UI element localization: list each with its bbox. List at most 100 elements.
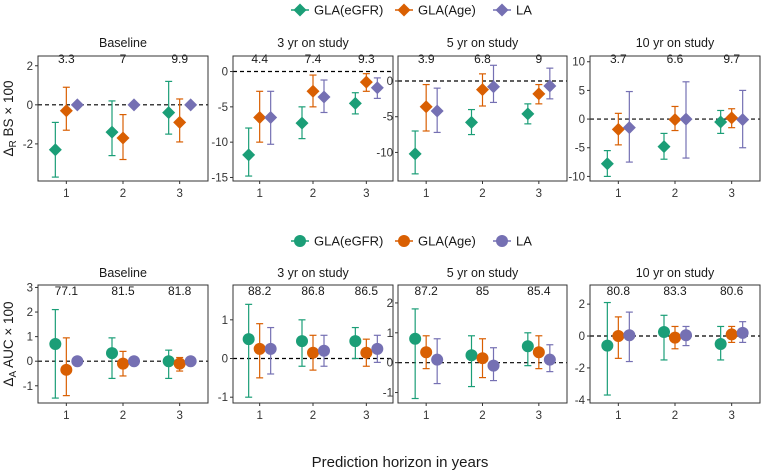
series-gla-age bbox=[59, 86, 187, 161]
legend-marker bbox=[398, 235, 410, 247]
data-point bbox=[543, 353, 556, 366]
y-label-subscript: A bbox=[8, 371, 19, 378]
y-tick-label: 5 bbox=[579, 85, 585, 97]
y-tick-label: 3 bbox=[27, 282, 33, 294]
series-gla-egfr bbox=[409, 308, 534, 400]
y-tick-label: -10 bbox=[211, 137, 228, 149]
x-tick-label: 1 bbox=[615, 188, 621, 200]
y-tick-label: 0 bbox=[222, 354, 228, 366]
y-tick-label: 2 bbox=[387, 298, 393, 310]
panel-title: 3 yr on study bbox=[277, 266, 349, 280]
y-tick-label: -10 bbox=[568, 171, 585, 183]
panel-border bbox=[232, 55, 394, 182]
data-point bbox=[48, 143, 62, 157]
panel-border bbox=[232, 284, 394, 404]
error-bar bbox=[51, 308, 59, 399]
data-point bbox=[117, 357, 129, 370]
data-point bbox=[348, 96, 362, 110]
data-point bbox=[521, 107, 535, 121]
y-label-rest: BS × 100 bbox=[1, 81, 16, 141]
data-point bbox=[317, 90, 331, 104]
y-tick-label: 0 bbox=[579, 331, 585, 343]
legend-marker bbox=[496, 235, 508, 247]
legend-item-la: LA bbox=[493, 234, 532, 249]
data-point bbox=[532, 346, 545, 359]
x-tick-label: 2 bbox=[479, 410, 485, 422]
legend-label: LA bbox=[516, 234, 532, 249]
legend-circle: GLA(eGFR) GLA(Age) LA bbox=[291, 234, 532, 249]
panel-3-yr-on-study: 3 yr on study -15 -10 -5 0 1 2 3 4.4 7.4 9.3 bbox=[211, 36, 394, 200]
y-tick-label: 2 bbox=[27, 61, 33, 73]
y-tick-label: -10 bbox=[376, 147, 393, 159]
x-tick-label: 3 bbox=[728, 188, 734, 200]
x-tick-label: 1 bbox=[256, 410, 262, 422]
x-tick-label: 1 bbox=[423, 188, 429, 200]
data-point bbox=[658, 326, 670, 339]
x-tick-label: 3 bbox=[536, 188, 542, 200]
data-point bbox=[465, 349, 478, 362]
panel-annotation: 77.1 bbox=[55, 284, 79, 298]
series-gla-egfr bbox=[601, 301, 727, 396]
series-la bbox=[430, 64, 557, 134]
series-la bbox=[264, 77, 384, 145]
y-tick-label: -1 bbox=[23, 381, 33, 393]
data-point bbox=[371, 342, 384, 355]
data-point bbox=[668, 113, 682, 127]
y-tick-label: -1 bbox=[218, 392, 228, 404]
panel-annotation: 7 bbox=[120, 52, 127, 66]
panel-annotation: 80.6 bbox=[720, 284, 744, 298]
panel-annotation: 80.8 bbox=[607, 284, 631, 298]
y-label-subscript: R bbox=[8, 140, 19, 147]
y-tick-label: -2 bbox=[575, 363, 585, 375]
data-point bbox=[409, 332, 422, 345]
panel-annotation: 3.9 bbox=[418, 52, 435, 66]
x-tick-label: 3 bbox=[363, 410, 369, 422]
y-tick-label: 2 bbox=[27, 307, 33, 319]
series-la bbox=[264, 326, 384, 375]
panel-annotation: 85 bbox=[476, 284, 490, 298]
panel-annotation: 3.3 bbox=[58, 52, 75, 66]
data-point bbox=[600, 157, 614, 171]
data-point bbox=[476, 83, 489, 97]
bs-row: ΔR BS × 100 Baseline -2 0 2 1 2 3 3.3 7 9.9 3 yr on… bbox=[1, 36, 761, 200]
panel-annotation: 4.4 bbox=[251, 52, 268, 66]
panel-3-yr-on-study: 3 yr on study -1 0 1 1 2 3 88.2 86.8 86.5 bbox=[218, 266, 394, 422]
legend-item-la: LA bbox=[493, 3, 532, 18]
series-la bbox=[431, 338, 556, 385]
x-tick-label: 1 bbox=[63, 410, 69, 422]
y-axis-label: ΔA AUC × 100 bbox=[1, 301, 19, 386]
data-point bbox=[71, 355, 84, 368]
y-tick-label: 0 bbox=[387, 76, 393, 88]
panel-border bbox=[397, 284, 568, 404]
data-point bbox=[430, 104, 444, 118]
x-axis-title: Prediction horizon in years bbox=[312, 454, 489, 471]
y-tick-label: 1 bbox=[387, 328, 393, 340]
series-gla-age bbox=[60, 337, 186, 397]
series-gla-age bbox=[419, 73, 546, 132]
panel-annotation: 9.7 bbox=[723, 52, 740, 66]
legend-item-gla-egfr: GLA(eGFR) bbox=[291, 3, 383, 18]
data-point bbox=[714, 338, 727, 350]
panel-title: Baseline bbox=[99, 36, 147, 50]
y-label-rest: AUC × 100 bbox=[1, 301, 16, 370]
panel-annotation: 81.8 bbox=[168, 284, 192, 298]
panel-title: 5 yr on study bbox=[447, 266, 519, 280]
panel-baseline: Baseline -2 0 2 1 2 3 3.3 7 9.9 bbox=[23, 36, 209, 200]
data-point bbox=[60, 363, 73, 376]
legend-item-gla-egfr: GLA(eGFR) bbox=[291, 234, 383, 249]
y-label-delta: Δ bbox=[1, 147, 16, 156]
series-gla-age bbox=[611, 105, 739, 146]
y-tick-label: 0 bbox=[27, 100, 33, 112]
panel-annotation: 86.8 bbox=[301, 284, 325, 298]
x-tick-label: 2 bbox=[120, 410, 126, 422]
y-tick-label: -15 bbox=[211, 172, 228, 184]
y-tick-label: 0 bbox=[222, 67, 228, 79]
data-point bbox=[162, 106, 176, 120]
data-point bbox=[105, 125, 119, 139]
data-point bbox=[184, 98, 198, 112]
series-la bbox=[71, 355, 197, 368]
y-tick-label: 1 bbox=[222, 315, 228, 327]
data-point bbox=[253, 110, 267, 124]
series-gla-age bbox=[253, 323, 373, 379]
